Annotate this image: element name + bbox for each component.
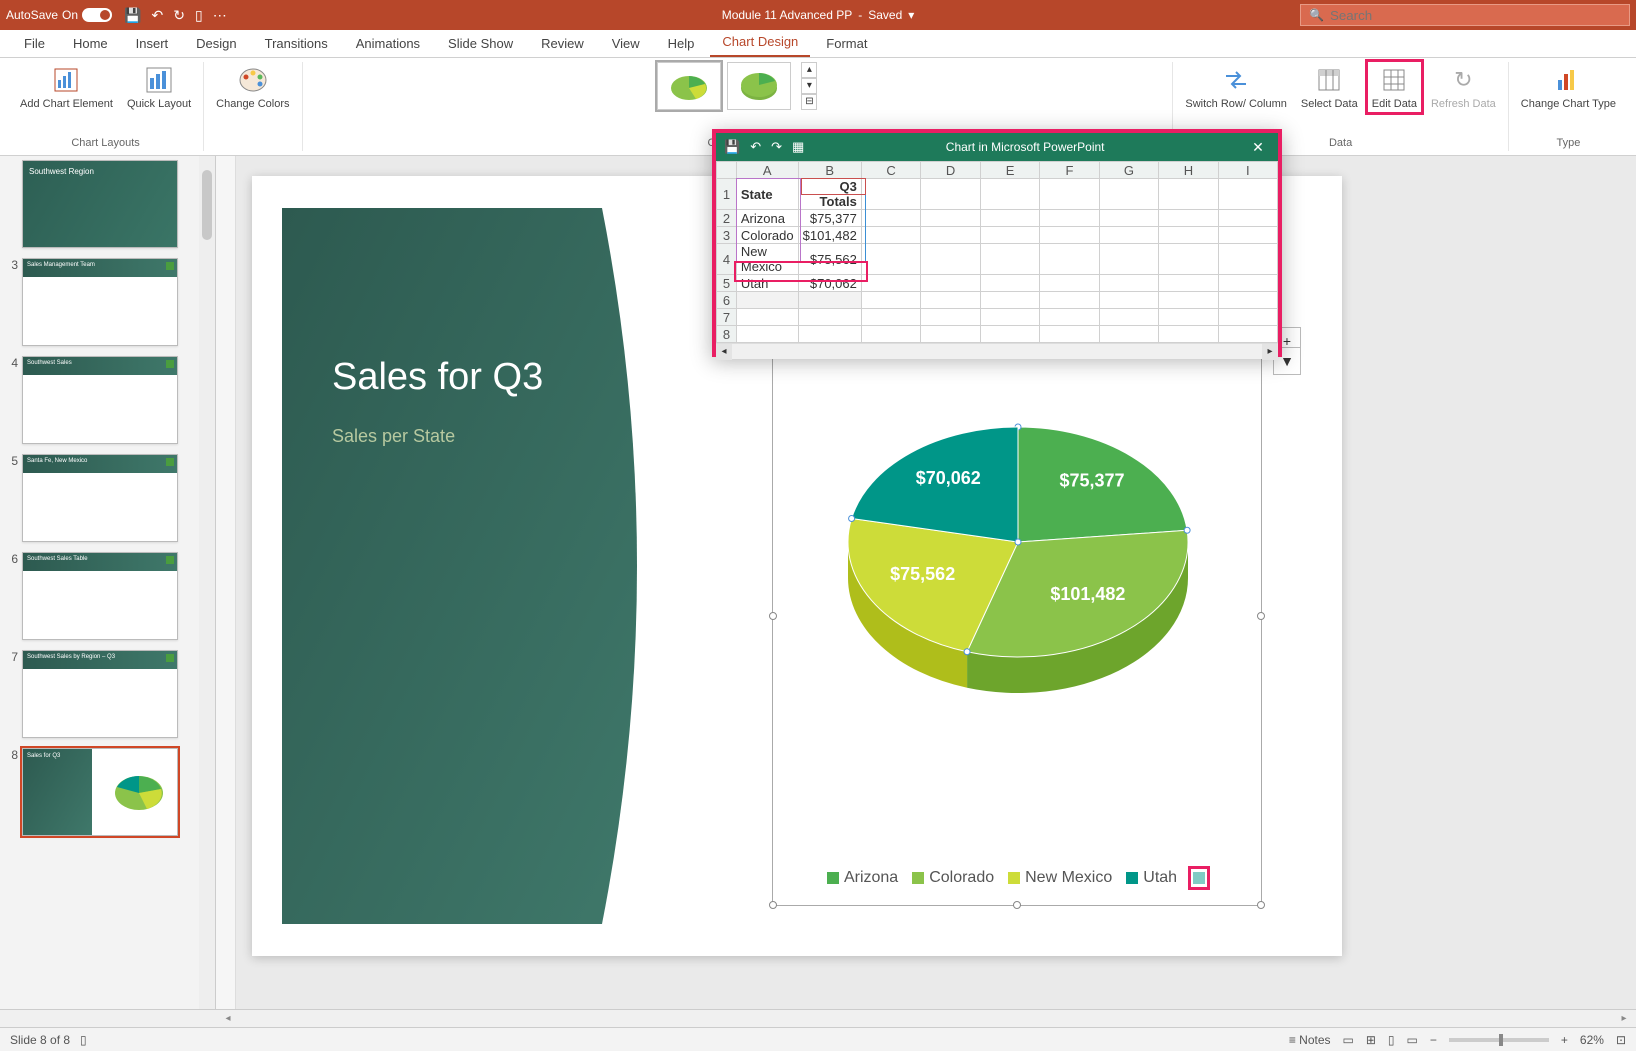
svg-text:$75,562: $75,562 xyxy=(890,564,955,584)
chart-object[interactable]: + ▼ $75,377$101,482$75,562$70,062 Arizon… xyxy=(772,326,1262,906)
tab-transitions[interactable]: Transitions xyxy=(253,30,340,57)
sheet-save-icon[interactable]: 💾 xyxy=(724,139,740,155)
notes-button[interactable]: ≡ Notes xyxy=(1289,1033,1331,1047)
slide-thumbnail[interactable]: Southwest Sales by Region – Q3 xyxy=(22,650,178,738)
view-sorter-icon[interactable]: ⊞ xyxy=(1366,1033,1376,1047)
chart-legend: Arizona Colorado New Mexico Utah xyxy=(773,869,1261,887)
group-label: Chart Layouts xyxy=(71,137,139,151)
search-input[interactable] xyxy=(1330,8,1621,23)
select-data-button[interactable]: Select Data xyxy=(1297,62,1362,112)
slideshow-icon[interactable]: ▯ xyxy=(195,7,203,24)
chart-data-window[interactable]: 💾 ↶ ↷ ▦ Chart in Microsoft PowerPoint ✕ … xyxy=(712,129,1282,357)
chart-style-1[interactable] xyxy=(657,62,721,110)
palette-icon xyxy=(237,64,269,96)
tab-insert[interactable]: Insert xyxy=(124,30,181,57)
group-label: Data xyxy=(1329,137,1352,151)
slide-thumbnail[interactable]: Southwest Region xyxy=(22,160,178,248)
edit-data-button[interactable]: Edit Data xyxy=(1368,62,1421,112)
tab-chart-design[interactable]: Chart Design xyxy=(710,28,810,57)
view-slideshow-icon[interactable]: ▭ xyxy=(1407,1033,1418,1047)
slide-thumbnail[interactable]: Sales for Q3 xyxy=(22,748,178,836)
gallery-more-icon[interactable]: ⊟ xyxy=(801,94,817,110)
chart-style-gallery[interactable]: ▴ ▾ ⊟ xyxy=(657,62,817,110)
add-chart-element-button[interactable]: Add Chart Element xyxy=(16,62,117,112)
sheet-grid-icon[interactable]: ▦ xyxy=(792,139,804,155)
tab-view[interactable]: View xyxy=(600,30,652,57)
chart-type-icon xyxy=(1552,64,1584,96)
slide-thumbnail[interactable]: Southwest Sales Table xyxy=(22,552,178,640)
ribbon-tabs: File Home Insert Design Transitions Anim… xyxy=(0,30,1636,58)
slide-thumbnail[interactable]: Southwest Sales xyxy=(22,356,178,444)
chart-element-icon xyxy=(50,64,82,96)
tab-review[interactable]: Review xyxy=(529,30,596,57)
slide-thumbnail-pane: Southwest Region3Sales Management Team4S… xyxy=(0,156,216,1009)
tab-design[interactable]: Design xyxy=(184,30,248,57)
spreadsheet-grid[interactable]: ABCDEFGHI1StateQ3 Totals2Arizona$75,3773… xyxy=(716,161,1278,343)
tab-format[interactable]: Format xyxy=(814,30,879,57)
quick-layout-button[interactable]: Quick Layout xyxy=(123,62,195,112)
search-box[interactable]: 🔍 xyxy=(1300,4,1630,26)
slideshow-icon[interactable]: ▯ xyxy=(80,1033,87,1047)
redo-icon[interactable]: ↻ xyxy=(173,7,185,24)
tab-home[interactable]: Home xyxy=(61,30,120,57)
more-icon[interactable]: ⋯ xyxy=(213,7,227,24)
tab-slideshow[interactable]: Slide Show xyxy=(436,30,525,57)
slide-thumbnail[interactable]: Sales Management Team xyxy=(22,258,178,346)
quick-access-toolbar: 💾 ↶ ↻ ▯ ⋯ xyxy=(124,7,227,24)
chart-style-2[interactable] xyxy=(727,62,791,110)
slide-counter: Slide 8 of 8 xyxy=(10,1033,70,1047)
view-reading-icon[interactable]: ▯ xyxy=(1388,1033,1395,1047)
edit-data-icon xyxy=(1378,64,1410,96)
zoom-level[interactable]: 62% xyxy=(1580,1033,1604,1047)
sheet-title-bar[interactable]: 💾 ↶ ↷ ▦ Chart in Microsoft PowerPoint ✕ xyxy=(716,133,1278,161)
group-label: Type xyxy=(1556,137,1580,151)
tab-animations[interactable]: Animations xyxy=(344,30,432,57)
slide-title[interactable]: Sales for Q3 xyxy=(332,356,543,399)
refresh-icon: ↻ xyxy=(1447,64,1479,96)
close-icon[interactable]: ✕ xyxy=(1238,139,1278,156)
autosave-toggle[interactable]: AutoSave On xyxy=(6,8,112,22)
undo-icon[interactable]: ↶ xyxy=(152,7,164,24)
document-title: Module 11 Advanced PP - Saved ▾ xyxy=(722,8,915,22)
sheet-redo-icon[interactable]: ↷ xyxy=(771,139,782,155)
svg-text:$75,377: $75,377 xyxy=(1060,471,1125,491)
vertical-ruler xyxy=(216,156,236,1009)
select-data-icon xyxy=(1313,64,1345,96)
sheet-h-scrollbar[interactable]: ◂▸ xyxy=(716,343,1278,359)
tab-help[interactable]: Help xyxy=(656,30,707,57)
svg-text:$101,482: $101,482 xyxy=(1050,584,1125,604)
status-bar: Slide 8 of 8 ▯ ≡ Notes ▭ ⊞ ▯ ▭ − + 62% ⊡ xyxy=(0,1027,1636,1051)
switch-icon xyxy=(1220,64,1252,96)
chevron-down-icon[interactable]: ▾ xyxy=(908,8,914,22)
save-icon[interactable]: 💾 xyxy=(124,7,141,24)
slide-subtitle[interactable]: Sales per State xyxy=(332,426,455,447)
refresh-data-button: ↻ Refresh Data xyxy=(1427,62,1500,112)
svg-text:$70,062: $70,062 xyxy=(916,468,981,488)
pie-chart: $75,377 $101,482 $75,562 $70,062 xyxy=(773,327,1263,847)
tab-file[interactable]: File xyxy=(12,30,57,57)
legend-extra-marker xyxy=(1191,869,1207,887)
gallery-down-icon[interactable]: ▾ xyxy=(801,78,817,94)
sheet-undo-icon[interactable]: ↶ xyxy=(750,139,761,155)
fit-icon[interactable]: ⊡ xyxy=(1616,1033,1626,1047)
thumbnail-scrollbar[interactable] xyxy=(199,156,215,1009)
gallery-up-icon[interactable]: ▴ xyxy=(801,62,817,78)
quick-layout-icon xyxy=(143,64,175,96)
change-colors-button[interactable]: Change Colors xyxy=(212,62,293,112)
switch-row-column-button[interactable]: Switch Row/ Column xyxy=(1181,62,1290,112)
editor-h-scrollbar[interactable]: ◂▸ xyxy=(0,1009,1636,1027)
slide-thumbnail[interactable]: Santa Fe, New Mexico xyxy=(22,454,178,542)
change-chart-type-button[interactable]: Change Chart Type xyxy=(1517,62,1620,112)
view-normal-icon[interactable]: ▭ xyxy=(1343,1033,1354,1047)
search-icon: 🔍 xyxy=(1309,8,1324,22)
title-bar: AutoSave On 💾 ↶ ↻ ▯ ⋯ Module 11 Advanced… xyxy=(0,0,1636,30)
